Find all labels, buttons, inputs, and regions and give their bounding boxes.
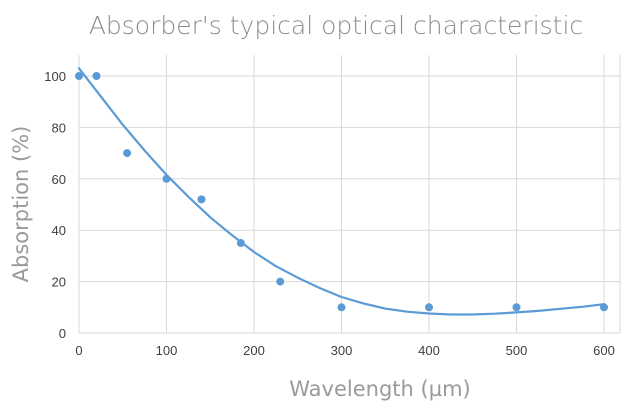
data-point <box>123 149 132 158</box>
data-point <box>236 239 245 248</box>
data-point <box>197 195 206 204</box>
data-point <box>92 72 101 80</box>
x-tick-label: 300 <box>331 343 353 358</box>
data-point <box>276 277 285 286</box>
x-tick-label: 400 <box>418 343 440 358</box>
y-tick-label: 20 <box>52 275 66 290</box>
x-tick-label: 600 <box>593 343 615 358</box>
x-axis-title: Wavelength (µm) <box>289 377 470 401</box>
y-tick-label: 0 <box>59 326 66 341</box>
y-tick-label: 40 <box>52 223 66 238</box>
y-axis-title: Absorption (%) <box>9 126 33 283</box>
x-tick-label: 0 <box>75 343 82 358</box>
gridlines <box>79 55 621 333</box>
chart-title: Absorber's typical optical characteristi… <box>89 11 583 40</box>
x-tick-label: 200 <box>243 343 265 358</box>
x-tick-label: 100 <box>156 343 178 358</box>
data-point <box>512 303 521 312</box>
data-point <box>75 72 83 80</box>
y-tick-label: 100 <box>44 69 66 84</box>
tick-labels: 0 100 200 300 400 500 600 0 20 40 60 80 100 <box>44 69 615 358</box>
x-tick-label: 500 <box>506 343 528 358</box>
data-point <box>600 303 608 312</box>
axes <box>78 55 620 334</box>
y-tick-label: 60 <box>52 172 66 187</box>
data-point <box>337 303 346 312</box>
data-point <box>162 174 171 183</box>
y-tick-label: 80 <box>52 120 66 135</box>
data-points <box>75 72 608 312</box>
data-point <box>425 303 433 312</box>
